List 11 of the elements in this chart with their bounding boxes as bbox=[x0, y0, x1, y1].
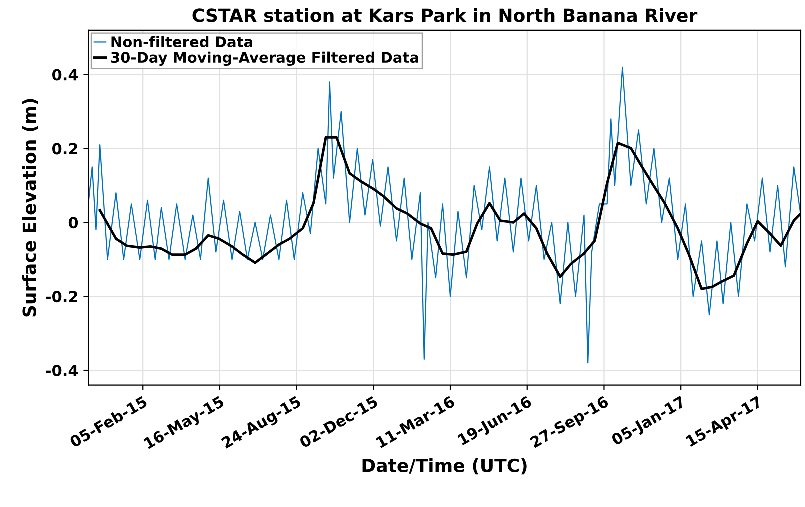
chart-title: CSTAR station at Kars Park in North Banana River bbox=[192, 8, 698, 22]
y-tick-label: 0.4 bbox=[52, 69, 78, 81]
line-series bbox=[88, 66, 801, 364]
y-tick-label: 0.2 bbox=[52, 143, 78, 155]
y-tick-label: -0.4 bbox=[46, 365, 78, 377]
legend-label: Non-filtered Data bbox=[112, 36, 252, 48]
x-axis-title: Date/Time (UTC) bbox=[362, 458, 527, 475]
y-tick-label: 0 bbox=[68, 217, 78, 229]
legend-label: 30-Day Moving-Average Filtered Data bbox=[111, 52, 418, 66]
y-axis-title: Surface Elevation (m) bbox=[22, 99, 38, 317]
y-tick-label: -0.2 bbox=[46, 291, 78, 303]
